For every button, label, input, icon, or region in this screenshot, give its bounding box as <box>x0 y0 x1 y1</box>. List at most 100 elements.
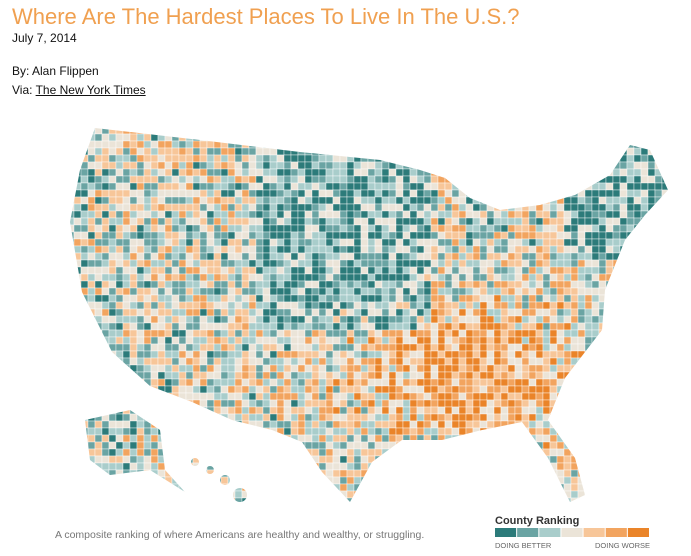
county <box>290 196 299 205</box>
county <box>654 168 663 177</box>
county <box>332 371 341 380</box>
county <box>402 378 411 387</box>
county <box>402 224 411 233</box>
county <box>444 462 453 471</box>
county <box>592 120 599 127</box>
county <box>619 371 628 380</box>
county <box>108 266 117 275</box>
county <box>87 476 96 485</box>
county <box>74 120 81 127</box>
county <box>647 385 656 394</box>
county <box>220 301 229 310</box>
county <box>339 462 348 471</box>
county <box>101 322 110 331</box>
county <box>220 224 229 233</box>
county <box>116 120 123 127</box>
county <box>465 315 474 324</box>
county <box>570 392 579 401</box>
county <box>157 329 166 338</box>
county <box>563 448 572 457</box>
county <box>556 147 565 156</box>
county <box>248 259 257 268</box>
county <box>633 476 642 485</box>
county <box>108 308 117 317</box>
county <box>584 210 593 219</box>
county <box>192 483 201 492</box>
county <box>605 399 614 408</box>
county <box>542 483 551 492</box>
county <box>108 350 117 359</box>
county <box>360 483 369 492</box>
county <box>556 350 565 359</box>
county <box>494 120 501 127</box>
county <box>577 301 586 310</box>
county <box>486 168 495 177</box>
county <box>409 210 418 219</box>
county <box>178 203 187 212</box>
county <box>143 189 152 198</box>
county <box>248 336 257 345</box>
county <box>402 259 411 268</box>
county <box>381 427 390 436</box>
county <box>213 434 222 443</box>
county <box>297 336 306 345</box>
county <box>353 217 362 226</box>
county <box>227 413 236 422</box>
county <box>227 140 236 149</box>
county <box>669 176 676 183</box>
county <box>528 483 537 492</box>
source-link[interactable]: The New York Times <box>35 83 146 97</box>
county <box>612 203 621 212</box>
county <box>70 245 75 254</box>
county <box>669 316 676 323</box>
county <box>500 343 509 352</box>
county <box>479 413 488 422</box>
county <box>143 385 152 394</box>
county <box>269 161 278 170</box>
county <box>654 378 663 387</box>
county <box>584 357 593 366</box>
county <box>584 392 593 401</box>
county <box>171 161 180 170</box>
county <box>164 133 173 142</box>
county <box>269 308 278 317</box>
county <box>563 203 572 212</box>
county <box>178 301 187 310</box>
county <box>486 133 495 142</box>
county <box>185 476 194 485</box>
county <box>395 301 404 310</box>
county <box>171 329 180 338</box>
county <box>87 161 96 170</box>
county <box>423 462 432 471</box>
county <box>535 448 544 457</box>
county <box>535 385 544 394</box>
county <box>290 420 299 429</box>
title: Where Are The Hardest Places To Live In … <box>12 4 520 29</box>
county <box>563 476 572 485</box>
county <box>451 469 460 478</box>
county <box>304 378 313 387</box>
county <box>143 441 152 450</box>
county <box>101 266 110 275</box>
county <box>122 329 131 338</box>
county <box>304 203 313 212</box>
county <box>206 469 215 478</box>
county <box>451 182 460 191</box>
county <box>220 371 229 380</box>
county <box>402 315 411 324</box>
county <box>192 133 201 142</box>
county <box>80 203 89 212</box>
county <box>605 469 614 478</box>
county <box>157 336 166 345</box>
county <box>430 350 439 359</box>
county <box>388 483 397 492</box>
county <box>248 434 257 443</box>
county <box>346 350 355 359</box>
county <box>234 203 243 212</box>
county <box>605 224 614 233</box>
county <box>129 357 138 366</box>
county <box>353 128 362 135</box>
county <box>192 128 201 135</box>
county <box>150 336 159 345</box>
county <box>115 476 124 485</box>
